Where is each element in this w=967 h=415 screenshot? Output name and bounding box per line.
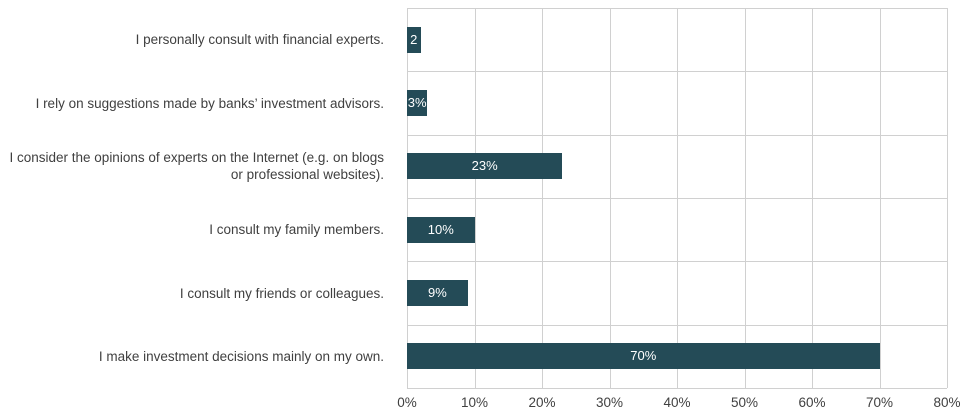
bar-data-label: 70% bbox=[630, 348, 657, 364]
category-label: I personally consult with financial expe… bbox=[135, 32, 384, 48]
x-tick-label: 60% bbox=[798, 395, 826, 410]
bar-data-label: 10% bbox=[427, 221, 454, 237]
bar-data-label: 23% bbox=[471, 158, 498, 174]
bar bbox=[407, 343, 880, 370]
bar bbox=[407, 153, 563, 180]
category-label: I consult my friends or colleagues. bbox=[179, 285, 384, 301]
x-tick-label: 80% bbox=[933, 395, 961, 410]
x-tick-label: 50% bbox=[730, 395, 759, 410]
category-label: I rely on suggestions made by banks’ inv… bbox=[35, 95, 384, 111]
bar-data-label: 2 bbox=[410, 31, 418, 47]
category-label: I make investment decisions mainly on my… bbox=[98, 348, 384, 364]
x-tick-label: 20% bbox=[528, 395, 556, 410]
x-tick-label: 30% bbox=[595, 395, 624, 410]
bar bbox=[407, 26, 421, 53]
bar bbox=[407, 280, 468, 306]
bar-data-label: 3% bbox=[407, 95, 427, 110]
x-tick-label: 70% bbox=[865, 395, 894, 410]
x-tick-label: 10% bbox=[460, 395, 489, 410]
bar bbox=[407, 90, 428, 116]
bar-data-label: 9% bbox=[427, 285, 447, 300]
category-label: I consider the opinions of experts on th… bbox=[9, 150, 385, 183]
x-tick-label: 40% bbox=[663, 395, 691, 410]
category-label: I consult my family members. bbox=[209, 222, 384, 238]
x-tick-label: 0% bbox=[397, 395, 417, 410]
bar bbox=[407, 216, 475, 243]
